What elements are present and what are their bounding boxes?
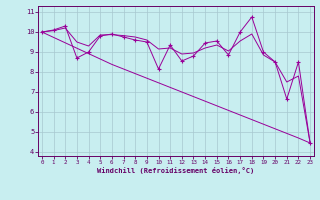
X-axis label: Windchill (Refroidissement éolien,°C): Windchill (Refroidissement éolien,°C) (97, 167, 255, 174)
